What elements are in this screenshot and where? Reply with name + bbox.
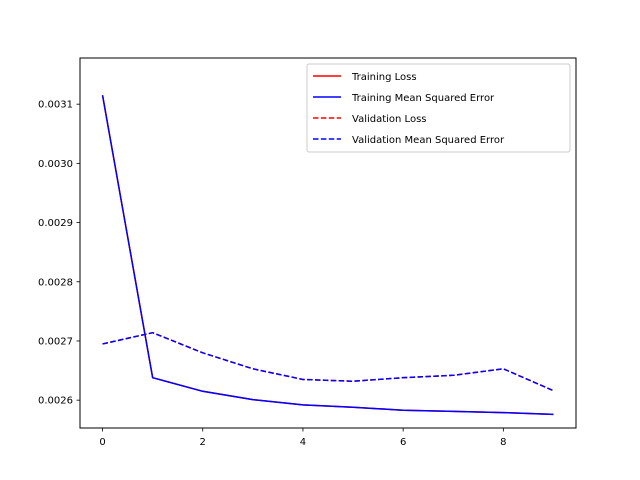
plot-frame [79, 57, 577, 429]
y-tick-label: 0.0029 [38, 218, 73, 229]
x-tick-label: 4 [300, 437, 306, 448]
x-axis: 0 2 4 6 8 [99, 428, 507, 448]
y-tick-label: 0.0028 [38, 277, 73, 288]
legend-label: Validation Mean Squared Error [352, 135, 505, 146]
series-line-2 [101, 95, 554, 416]
y-tick-label: 0.0030 [38, 159, 73, 170]
legend-label: Validation Loss [352, 114, 427, 125]
series-layer [101, 95, 554, 416]
y-tick-label: 0.0031 [38, 100, 73, 111]
legend-box [306, 63, 571, 153]
series-line-4 [102, 331, 554, 392]
x-tick-label: 2 [200, 437, 206, 448]
y-tick-label: 0.0026 [38, 396, 73, 407]
x-tick-label: 6 [400, 437, 406, 448]
legend-label: Training Loss [351, 72, 417, 83]
y-axis: 0.0026 0.0027 0.0028 0.0029 0.0030 0.0031 [38, 100, 80, 407]
x-tick-label: 0 [99, 437, 105, 448]
legend-label: Training Mean Squared Error [351, 93, 495, 104]
legend: Training Loss Training Mean Squared Error… [306, 63, 571, 153]
x-tick-label: 8 [500, 437, 506, 448]
y-tick-label: 0.0027 [38, 336, 73, 347]
